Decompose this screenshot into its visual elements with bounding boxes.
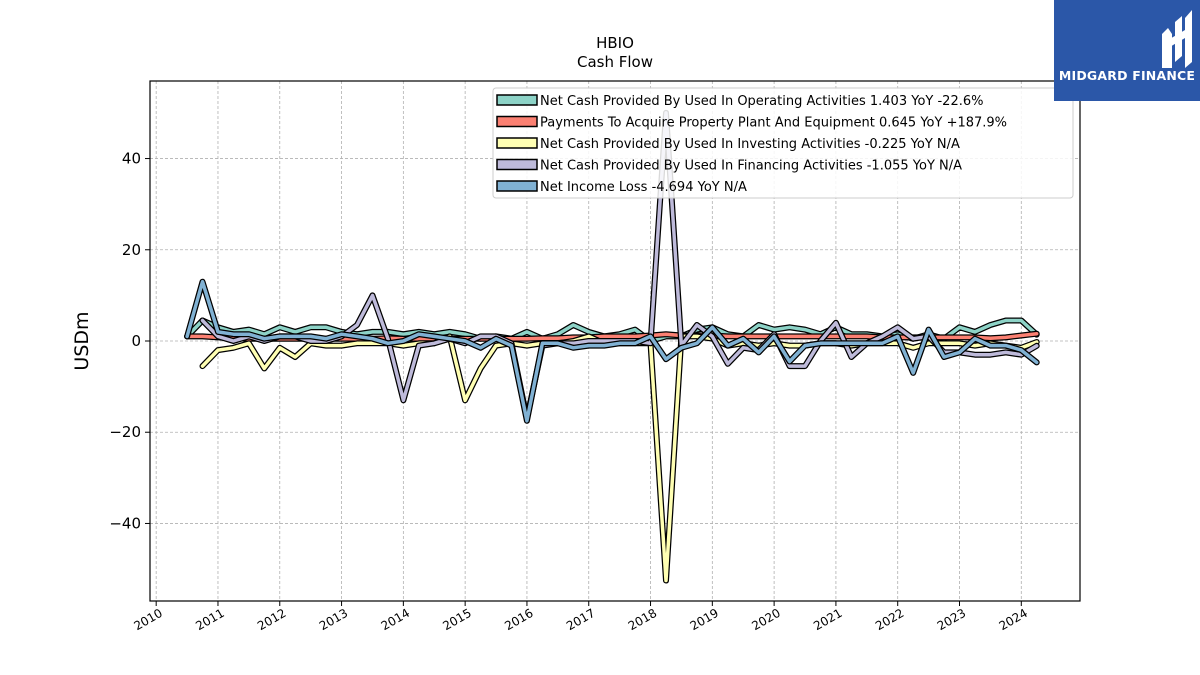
x-tick-label: 2012 bbox=[255, 606, 288, 633]
series-line-4 bbox=[185, 279, 1039, 423]
legend-swatch bbox=[496, 115, 538, 128]
legend-box bbox=[492, 87, 1074, 199]
y-tick-label: −20 bbox=[109, 423, 141, 441]
series-outline-4 bbox=[184, 278, 1040, 424]
legend-label: Net Cash Provided By Used In Operating A… bbox=[540, 94, 983, 109]
y-axis-label: USDm bbox=[71, 311, 93, 370]
x-tick-label: 2011 bbox=[193, 606, 226, 633]
x-tick-label: 2023 bbox=[935, 606, 968, 633]
x-tick-label: 2019 bbox=[688, 606, 721, 633]
legend: Net Cash Provided By Used In Operating A… bbox=[492, 87, 1074, 199]
x-tick-label: 2010 bbox=[131, 606, 164, 633]
logo-text: MIDGARD FINANCE bbox=[1058, 68, 1196, 83]
series-lines bbox=[184, 109, 1040, 584]
x-tick-label: 2024 bbox=[997, 606, 1030, 633]
x-tick-label: 2016 bbox=[502, 606, 535, 633]
chart-title: HBIO bbox=[596, 34, 634, 52]
legend-swatch bbox=[496, 180, 538, 192]
axes: 2010 2011 2012 2013 2014 2015 2016 2017 2018 2019… bbox=[109, 150, 1030, 634]
x-tick-label: 2017 bbox=[564, 606, 597, 633]
legend-swatch bbox=[496, 137, 538, 149]
y-tick-label: 0 bbox=[131, 332, 141, 350]
legend-label: Net Cash Provided By Used In Investing A… bbox=[540, 137, 960, 152]
x-tick-label: 2020 bbox=[749, 606, 782, 633]
x-tick-label: 2014 bbox=[379, 606, 412, 633]
midgard-finance-logo: MIDGARD FINANCE bbox=[1054, 0, 1200, 101]
legend-label: Net Income Loss -4.694 YoY N/A bbox=[540, 180, 747, 195]
legend-label: Payments To Acquire Property Plant And E… bbox=[540, 116, 1007, 131]
midgard-m-icon bbox=[1162, 10, 1192, 68]
legend-label: Net Cash Provided By Used In Financing A… bbox=[540, 159, 962, 174]
y-tick-label: 20 bbox=[122, 241, 141, 259]
legend-swatch bbox=[496, 94, 538, 106]
x-tick-label: 2013 bbox=[317, 606, 350, 633]
y-tick-label: 40 bbox=[122, 150, 141, 168]
x-tick-label: 2021 bbox=[811, 606, 844, 633]
x-tick-label: 2018 bbox=[626, 606, 659, 633]
x-tick-label: 2022 bbox=[873, 606, 906, 633]
y-tick-label: −40 bbox=[109, 514, 141, 532]
legend-swatch bbox=[496, 158, 538, 171]
chart-subtitle: Cash Flow bbox=[577, 53, 653, 71]
x-tick-label: 2015 bbox=[440, 606, 473, 633]
